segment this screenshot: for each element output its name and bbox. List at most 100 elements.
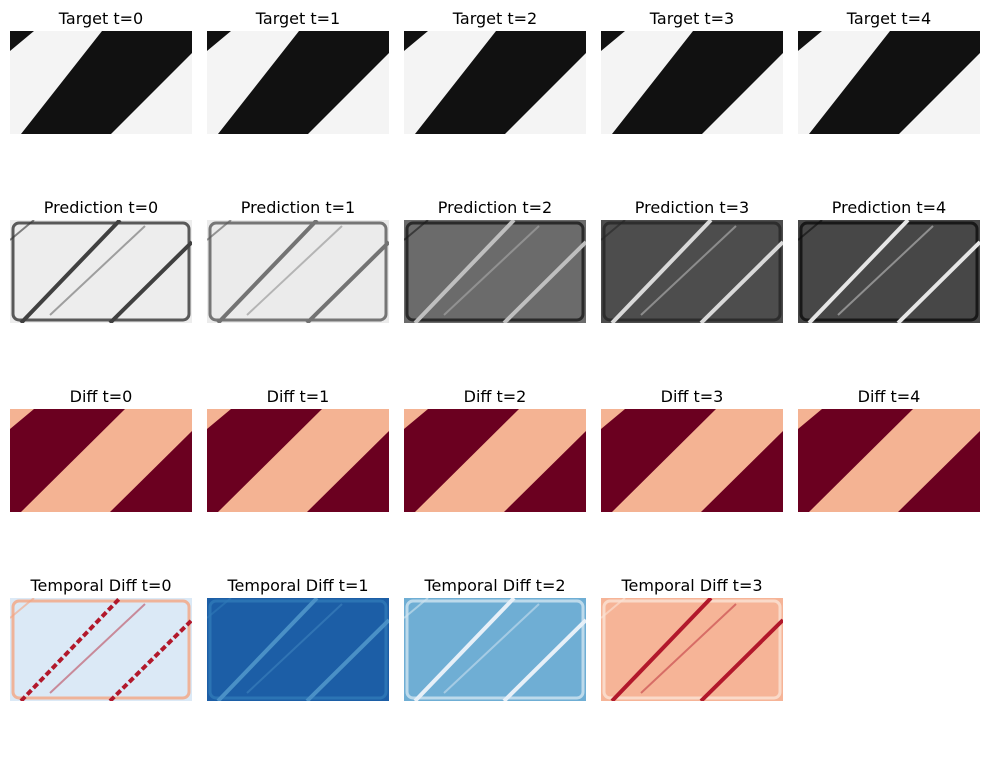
target-corner bbox=[10, 31, 34, 51]
diagonal-line-inner bbox=[49, 225, 146, 316]
panel-3-3: Diff t=2 bbox=[404, 387, 586, 512]
diff-corner bbox=[404, 409, 428, 429]
panel-grid: Target t=0 Target t=1 Target t=2 Target t=3… bbox=[10, 9, 980, 701]
panel-title: Diff t=4 bbox=[858, 387, 921, 406]
diagonal-line-left bbox=[216, 598, 319, 701]
panel-title: Temporal Diff t=0 bbox=[29, 576, 171, 595]
diff-region-right bbox=[504, 431, 586, 512]
diagonal-line-right bbox=[896, 240, 980, 323]
diff-corner bbox=[207, 409, 231, 429]
corner-line bbox=[798, 220, 823, 241]
panel-frame bbox=[11, 221, 191, 322]
panel-2-4: Prediction t=3 bbox=[601, 198, 783, 323]
diagonal-line-right bbox=[108, 240, 192, 323]
panel-2-1: Prediction t=0 bbox=[10, 198, 192, 323]
diagonal-line-inner bbox=[640, 225, 737, 316]
panel-1-5: Target t=4 bbox=[798, 9, 980, 134]
panel-1-4: Target t=3 bbox=[601, 9, 783, 134]
diagonal-line-inner bbox=[443, 603, 540, 694]
diagonal-line-right bbox=[305, 618, 389, 701]
panel-2-5: Prediction t=4 bbox=[798, 198, 980, 323]
panel-4-3: Temporal Diff t=2 bbox=[404, 576, 586, 701]
panel-title: Prediction t=2 bbox=[438, 198, 552, 217]
panel-title: Diff t=2 bbox=[464, 387, 527, 406]
diff-region-left bbox=[404, 409, 519, 512]
diagonal-line-left bbox=[610, 598, 713, 701]
diagonal-line-inner bbox=[49, 603, 146, 694]
diff-region-left bbox=[207, 409, 322, 512]
diagonal-line-right bbox=[502, 618, 586, 701]
panel-title: Prediction t=0 bbox=[44, 198, 158, 217]
panel-4-4: Temporal Diff t=3 bbox=[601, 576, 783, 701]
panel-frame bbox=[11, 599, 191, 700]
panel-3-5: Diff t=4 bbox=[798, 387, 980, 512]
diff-region-left bbox=[601, 409, 716, 512]
diagonal-line-right bbox=[502, 240, 586, 323]
target-corner bbox=[207, 31, 231, 51]
panel-frame bbox=[405, 599, 585, 700]
panel-title: Temporal Diff t=2 bbox=[423, 576, 565, 595]
panel-title: Target t=4 bbox=[846, 9, 931, 28]
panel-frame bbox=[602, 221, 782, 322]
panel-1-3: Target t=2 bbox=[404, 9, 586, 134]
diagonal-line-left bbox=[216, 220, 319, 323]
corner-line bbox=[10, 220, 35, 241]
panel-title: Target t=3 bbox=[649, 9, 734, 28]
panel-3-2: Diff t=1 bbox=[207, 387, 389, 512]
target-stripe bbox=[809, 31, 980, 134]
diff-corner bbox=[798, 409, 822, 429]
target-corner bbox=[404, 31, 428, 51]
corner-line bbox=[404, 220, 429, 241]
diff-region-left bbox=[798, 409, 913, 512]
panel-1-1: Target t=0 bbox=[10, 9, 192, 134]
diff-corner bbox=[10, 409, 34, 429]
diff-region-right bbox=[701, 431, 783, 512]
diagonal-line-left bbox=[807, 220, 910, 323]
corner-line bbox=[10, 598, 35, 619]
target-stripe bbox=[218, 31, 389, 134]
panel-title: Target t=1 bbox=[255, 9, 340, 28]
panel-title: Temporal Diff t=1 bbox=[226, 576, 368, 595]
diagonal-line-right bbox=[699, 618, 783, 701]
panel-2-3: Prediction t=2 bbox=[404, 198, 586, 323]
corner-line bbox=[601, 220, 626, 241]
panel-1-2: Target t=1 bbox=[207, 9, 389, 134]
diagonal-line-left bbox=[413, 598, 516, 701]
panel-title: Target t=2 bbox=[452, 9, 537, 28]
diff-region-left bbox=[10, 409, 125, 512]
corner-line bbox=[601, 598, 626, 619]
diagonal-line-right bbox=[305, 240, 389, 323]
diagonal-line-inner bbox=[246, 603, 343, 694]
panel-title: Diff t=1 bbox=[267, 387, 330, 406]
diagonal-line-inner bbox=[246, 225, 343, 316]
panel-title: Diff t=3 bbox=[661, 387, 724, 406]
diagonal-line-right bbox=[108, 618, 192, 701]
panel-title: Prediction t=1 bbox=[241, 198, 355, 217]
target-corner bbox=[798, 31, 822, 51]
panel-frame bbox=[405, 221, 585, 322]
panel-title: Prediction t=4 bbox=[832, 198, 946, 217]
panel-frame bbox=[602, 599, 782, 700]
panel-frame bbox=[799, 221, 979, 322]
diagonal-line-left bbox=[19, 598, 122, 701]
diagonal-line-left bbox=[610, 220, 713, 323]
panel-title: Temporal Diff t=3 bbox=[620, 576, 762, 595]
target-stripe bbox=[21, 31, 192, 134]
diff-corner bbox=[601, 409, 625, 429]
panel-2-2: Prediction t=1 bbox=[207, 198, 389, 323]
corner-line bbox=[207, 598, 232, 619]
panel-frame bbox=[208, 221, 388, 322]
panel-frame bbox=[208, 599, 388, 700]
panel-3-4: Diff t=3 bbox=[601, 387, 783, 512]
panel-title: Prediction t=3 bbox=[635, 198, 749, 217]
corner-line bbox=[207, 220, 232, 241]
diff-region-right bbox=[898, 431, 980, 512]
panel-4-1: Temporal Diff t=0 bbox=[10, 576, 192, 701]
diagonal-line-right bbox=[699, 240, 783, 323]
target-stripe bbox=[612, 31, 783, 134]
diagonal-line-left bbox=[413, 220, 516, 323]
diagonal-line-inner bbox=[443, 225, 540, 316]
target-corner bbox=[601, 31, 625, 51]
diff-region-right bbox=[110, 431, 192, 512]
